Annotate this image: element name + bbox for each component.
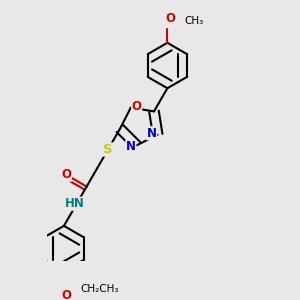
Text: CH₃: CH₃ <box>185 16 204 26</box>
Text: O: O <box>61 168 71 181</box>
Text: N: N <box>147 127 157 140</box>
Text: HN: HN <box>65 197 85 210</box>
Text: N: N <box>126 140 136 153</box>
Text: O: O <box>61 289 72 300</box>
Text: O: O <box>165 12 175 26</box>
Text: S: S <box>103 143 113 156</box>
Text: CH₂CH₃: CH₂CH₃ <box>80 284 118 294</box>
Text: O: O <box>132 100 142 113</box>
